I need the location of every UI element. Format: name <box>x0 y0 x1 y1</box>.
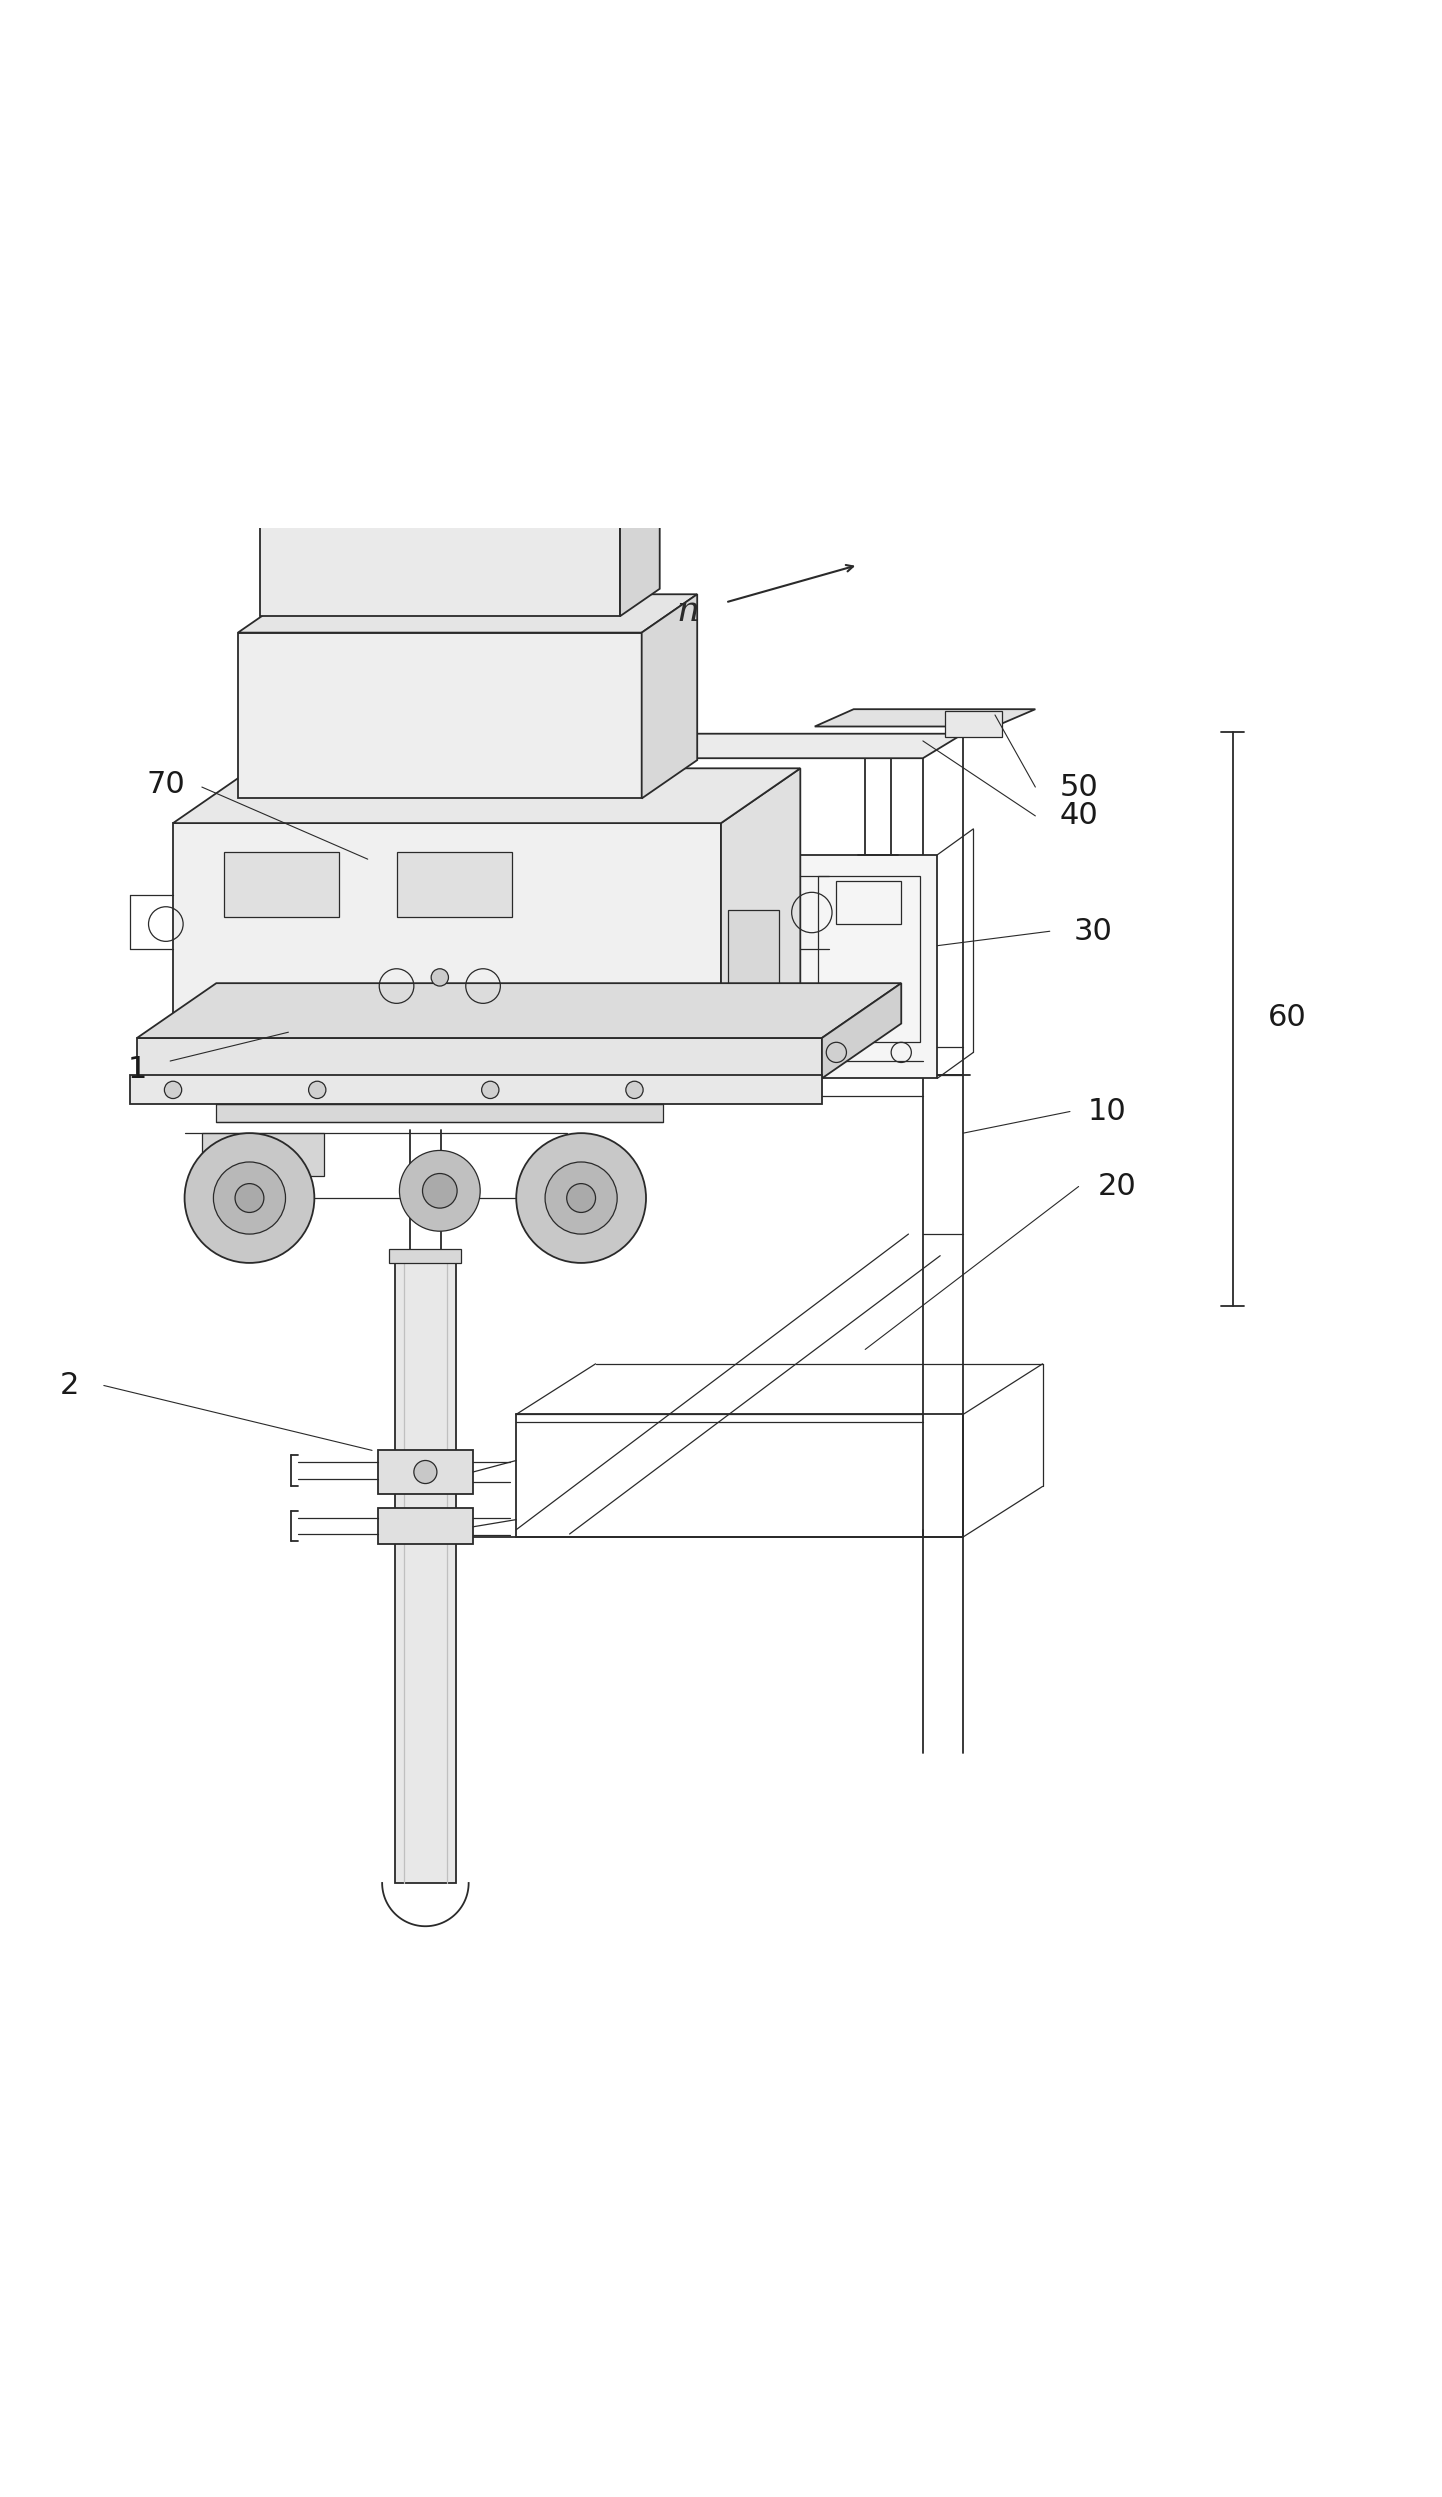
Circle shape <box>309 1081 326 1099</box>
Polygon shape <box>238 594 698 632</box>
Text: 1: 1 <box>127 1056 147 1084</box>
Bar <box>389 1248 461 1263</box>
Bar <box>397 851 512 916</box>
Text: 2: 2 <box>59 1371 79 1401</box>
Bar <box>728 909 779 1024</box>
Bar <box>260 507 620 617</box>
Circle shape <box>516 1134 646 1263</box>
Bar <box>238 632 642 799</box>
Circle shape <box>235 1184 264 1214</box>
Polygon shape <box>137 984 901 1039</box>
Text: 60: 60 <box>1269 1004 1306 1031</box>
Circle shape <box>482 1081 499 1099</box>
Bar <box>395 1263 456 1883</box>
Circle shape <box>567 1184 596 1214</box>
Circle shape <box>164 1081 182 1099</box>
Text: 20: 20 <box>1099 1171 1136 1201</box>
Circle shape <box>626 1081 643 1099</box>
Bar <box>378 1451 473 1493</box>
Bar <box>945 712 1002 737</box>
Bar <box>818 876 920 1041</box>
Polygon shape <box>815 709 1035 727</box>
Bar <box>137 1039 822 1079</box>
Polygon shape <box>822 984 901 1079</box>
Text: 40: 40 <box>1060 802 1097 832</box>
Bar <box>202 1134 324 1176</box>
Bar <box>836 881 901 924</box>
Polygon shape <box>260 479 660 507</box>
Text: 30: 30 <box>1074 916 1112 946</box>
Bar <box>378 1508 473 1543</box>
Circle shape <box>423 1174 457 1209</box>
Circle shape <box>213 1161 286 1234</box>
Text: n: n <box>676 594 699 629</box>
Circle shape <box>399 1151 480 1231</box>
Polygon shape <box>245 459 675 479</box>
Text: 50: 50 <box>1060 772 1097 802</box>
Text: 70: 70 <box>147 769 185 799</box>
Circle shape <box>431 969 448 986</box>
Polygon shape <box>721 769 800 1046</box>
Polygon shape <box>173 769 800 824</box>
Polygon shape <box>570 734 963 759</box>
Circle shape <box>414 1461 437 1483</box>
Text: 10: 10 <box>1089 1096 1126 1126</box>
Circle shape <box>185 1134 314 1263</box>
Bar <box>224 851 339 916</box>
Polygon shape <box>642 594 698 799</box>
Bar <box>130 1076 822 1104</box>
Circle shape <box>545 1161 617 1234</box>
Polygon shape <box>620 479 660 617</box>
Bar <box>800 854 937 1079</box>
Bar <box>216 1104 663 1121</box>
Bar <box>173 824 721 1046</box>
